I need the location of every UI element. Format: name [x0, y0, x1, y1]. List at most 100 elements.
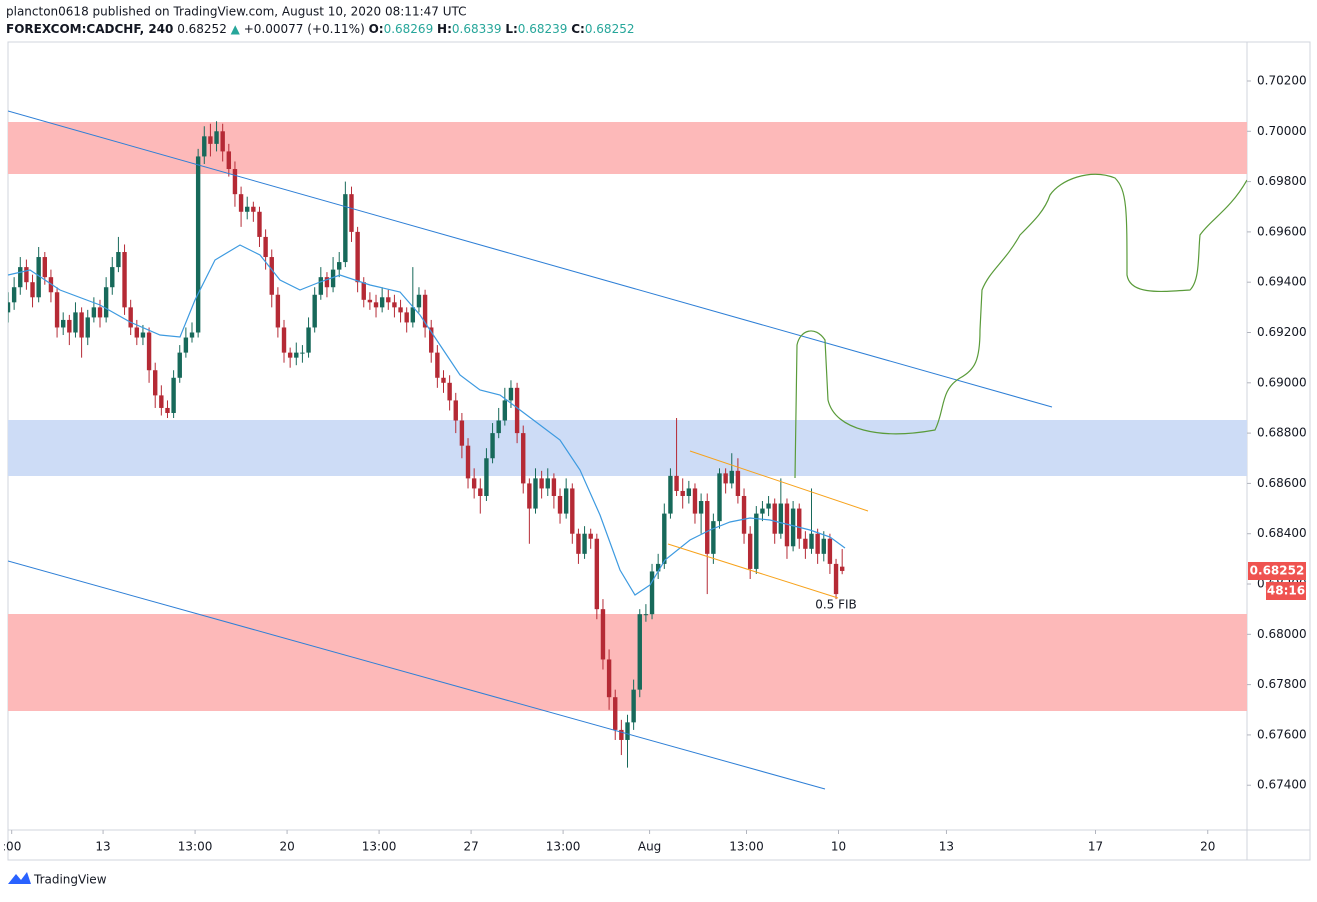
candle-body	[760, 508, 765, 514]
candle-body	[306, 327, 311, 353]
candle-body	[655, 563, 661, 572]
candle-body	[226, 151, 232, 170]
candle-body	[447, 382, 452, 401]
open-label: O:	[369, 22, 384, 36]
candle-body	[496, 420, 501, 434]
candle-body	[367, 299, 373, 303]
high-label: H:	[437, 22, 452, 36]
candle-body	[171, 377, 176, 413]
y-tick-label: 0.69000	[1257, 375, 1307, 389]
candle-body	[637, 614, 642, 690]
candle-body	[717, 473, 722, 522]
candle-body	[625, 722, 630, 740]
candle-body	[747, 533, 753, 569]
candle-body	[24, 267, 29, 283]
candle-body	[570, 488, 575, 534]
candle-body	[386, 297, 391, 303]
candle-body	[18, 267, 23, 288]
candle-body	[208, 136, 213, 144]
projection-path	[794, 173, 1247, 479]
candle-body	[557, 495, 563, 514]
candle-body	[116, 252, 121, 268]
candle-body	[330, 269, 336, 288]
candle-body	[790, 508, 796, 547]
candle-body	[159, 395, 164, 408]
candle-body	[600, 609, 606, 660]
publisher-line: plancton0618 published on TradingView.co…	[6, 5, 467, 19]
candle-body	[778, 503, 784, 534]
fib-annotation: 0.5 FIB	[815, 598, 857, 612]
candle-body	[251, 206, 256, 212]
candle-body	[97, 307, 103, 318]
close-value: 0.68252	[585, 22, 635, 36]
x-tick-label: :00	[2, 840, 21, 854]
candle-body	[545, 478, 550, 489]
price-label: 0.68252	[1250, 564, 1305, 578]
candle-body	[649, 571, 655, 615]
candles	[8, 121, 845, 768]
candle-body	[245, 206, 250, 212]
candle-body	[839, 566, 845, 571]
candle-body	[606, 659, 612, 698]
open-value: 0.68269	[384, 22, 434, 36]
x-tick-label: 13:00	[729, 840, 764, 854]
candle-body	[410, 307, 416, 323]
candle-body	[48, 277, 54, 293]
candle-body	[643, 614, 649, 616]
symbol: FOREXCOM:CADCHF, 240	[6, 22, 173, 36]
candle-body	[8, 302, 11, 313]
candle-body	[36, 257, 41, 298]
candle-body	[214, 131, 219, 144]
candle-body	[337, 262, 342, 270]
x-tick-label: 13:00	[178, 840, 213, 854]
low-label: L:	[505, 22, 517, 36]
candle-body	[711, 521, 716, 554]
resistance-zone	[8, 122, 1247, 174]
candle-body	[122, 252, 127, 308]
candle-body	[772, 503, 777, 534]
candle-body	[103, 287, 109, 318]
candle-body	[134, 327, 140, 338]
candle-body	[582, 533, 587, 554]
candle-body	[668, 475, 673, 514]
candle-body	[275, 294, 281, 328]
candle-body	[202, 136, 207, 157]
candle-body	[11, 287, 17, 303]
candle-body	[146, 332, 152, 371]
x-tick-label: Aug	[638, 840, 661, 854]
y-tick-label: 0.69400	[1257, 275, 1307, 289]
candle-body	[735, 470, 741, 496]
channel-line	[667, 543, 839, 599]
candle-body	[318, 277, 324, 295]
change: +0.00077 (+0.11%)	[244, 22, 365, 36]
candle-body	[662, 513, 667, 564]
low-value: 0.68239	[518, 22, 568, 36]
y-tick-label: 0.69600	[1257, 224, 1307, 238]
support-zone	[8, 614, 1247, 711]
candle-body	[754, 513, 759, 569]
trend-line	[8, 560, 826, 790]
x-tick-label: 27	[463, 840, 478, 854]
candle-body	[539, 478, 544, 489]
candle-body	[441, 377, 446, 383]
candle-body	[815, 533, 820, 554]
candle-body	[128, 307, 133, 328]
countdown-box	[1266, 582, 1306, 600]
candle-body	[67, 319, 72, 333]
candle-body	[355, 231, 360, 283]
candle-body	[379, 297, 385, 308]
candle-body	[110, 267, 115, 288]
x-tick-label: 20	[279, 840, 294, 854]
zones	[8, 122, 1247, 711]
candle-body	[576, 533, 581, 554]
candle-body	[183, 337, 189, 353]
candle-body	[514, 387, 520, 434]
time-axis: :00 13 13:00 20 13:00 27 13:00 Aug 13:00 10 13 17 20	[2, 830, 1215, 854]
candle-body	[195, 156, 201, 333]
candle-body	[294, 352, 299, 358]
candle-body	[453, 400, 458, 421]
candle-body	[809, 533, 814, 549]
y-tick-label: 0.67400	[1257, 778, 1307, 792]
candle-body	[680, 490, 685, 496]
candle-body	[803, 538, 808, 549]
